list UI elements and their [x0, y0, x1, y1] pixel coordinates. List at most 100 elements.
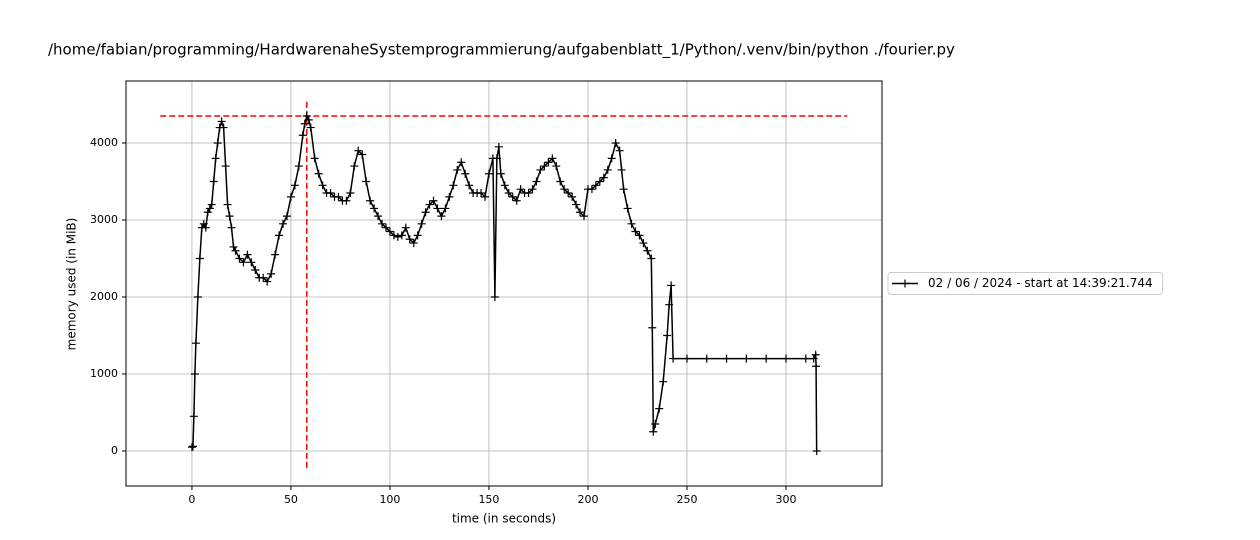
point-marker [492, 154, 501, 163]
point-marker [189, 412, 198, 421]
point-marker [298, 131, 307, 140]
point-marker [627, 219, 636, 228]
point-marker [615, 146, 624, 155]
point-marker [362, 177, 371, 186]
point-marker [370, 204, 379, 213]
point-marker [314, 169, 323, 178]
point-marker [366, 196, 375, 205]
point-marker [812, 362, 821, 371]
point-marker [425, 200, 434, 209]
point-marker [199, 219, 208, 228]
point-marker [665, 300, 674, 309]
point-marker [552, 162, 561, 171]
point-marker [812, 446, 821, 455]
point-marker [294, 162, 303, 171]
point-marker [342, 196, 351, 205]
y-tick-label: 1000 [90, 367, 118, 380]
point-marker [201, 223, 210, 232]
point-marker [251, 266, 260, 275]
point-marker [374, 212, 383, 221]
point-marker [389, 231, 398, 240]
point-marker [449, 181, 458, 190]
x-axis-label: time (in seconds) [452, 512, 556, 526]
x-tick-label: 100 [379, 493, 400, 506]
legend-marker [901, 279, 909, 288]
point-marker [591, 181, 600, 190]
point-marker [722, 354, 731, 363]
legend-label: 02 / 06 / 2024 - start at 14:39:21.744 [928, 276, 1153, 290]
point-marker [433, 204, 442, 213]
point-marker [190, 369, 199, 378]
chart-title: /home/fabian/programming/HardwarenaheSys… [48, 41, 955, 60]
point-marker [663, 331, 672, 340]
point-marker [326, 189, 335, 198]
point-marker [659, 377, 668, 386]
point-marker [306, 123, 315, 132]
point-marker [385, 227, 394, 236]
y-axis-label: memory used (in MiB) [65, 218, 79, 351]
y-tick-label: 0 [111, 444, 118, 457]
x-tick-label: 200 [577, 493, 598, 506]
point-marker [229, 242, 238, 251]
point-marker [504, 189, 513, 198]
plot-frame [125, 80, 883, 487]
point-marker [607, 154, 616, 163]
point-marker [490, 292, 499, 301]
point-marker [239, 258, 248, 267]
point-marker [304, 115, 313, 124]
point-marker [801, 354, 810, 363]
point-marker [211, 154, 220, 163]
point-marker [643, 246, 652, 255]
point-marker [247, 258, 256, 267]
point-marker [536, 165, 545, 174]
point-marker [213, 138, 222, 147]
point-marker [603, 165, 612, 174]
point-marker [516, 185, 525, 194]
legend-box [887, 272, 1164, 295]
point-marker [271, 250, 280, 259]
point-marker [429, 196, 438, 205]
point-marker [667, 281, 676, 290]
point-marker [259, 273, 268, 282]
point-marker [811, 350, 820, 359]
point-marker [484, 169, 493, 178]
y-tick-label: 4000 [90, 136, 118, 149]
point-marker [623, 204, 632, 213]
point-marker [540, 162, 549, 171]
point-marker [587, 185, 596, 194]
point-marker [635, 231, 644, 240]
point-marker [209, 177, 218, 186]
point-marker [286, 192, 295, 201]
point-marker [334, 192, 343, 201]
point-marker [318, 181, 327, 190]
point-marker [579, 212, 588, 221]
point-marker [631, 227, 640, 236]
x-tick-label: 0 [188, 493, 195, 506]
point-marker [358, 150, 367, 159]
point-marker [223, 200, 232, 209]
point-marker [195, 254, 204, 263]
point-marker [235, 254, 244, 263]
point-marker [421, 208, 430, 217]
point-marker [532, 177, 541, 186]
point-marker [564, 189, 573, 198]
point-marker [568, 192, 577, 201]
point-marker [381, 223, 390, 232]
point-marker [742, 354, 751, 363]
point-marker [524, 189, 533, 198]
point-marker [651, 420, 660, 429]
point-marker [508, 192, 517, 201]
point-marker [781, 354, 790, 363]
point-marker [619, 185, 628, 194]
y-tick-label: 3000 [90, 213, 118, 226]
point-marker [617, 165, 626, 174]
point-marker [346, 189, 355, 198]
point-marker [267, 269, 276, 278]
point-marker [762, 354, 771, 363]
point-marker [282, 212, 291, 221]
point-marker [548, 154, 557, 163]
point-marker [445, 192, 454, 201]
point-marker [477, 189, 486, 198]
point-marker [441, 204, 450, 213]
